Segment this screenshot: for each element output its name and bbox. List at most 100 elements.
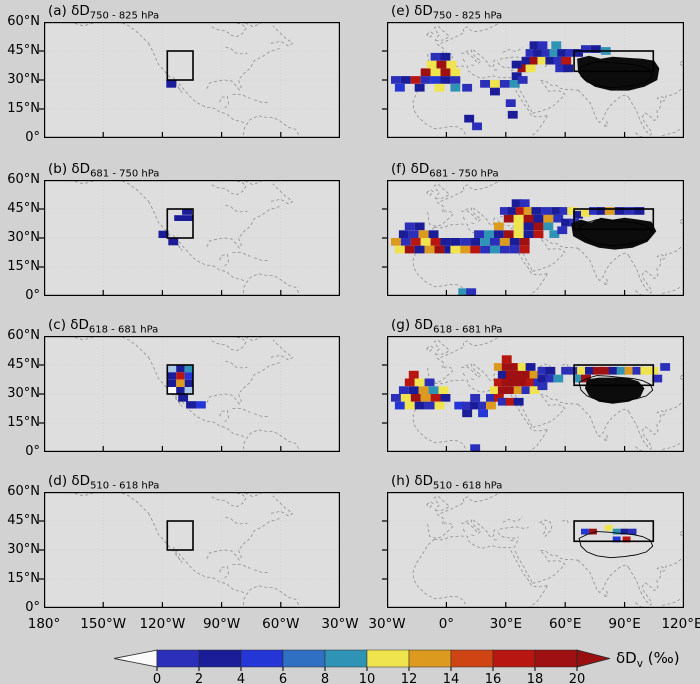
coastline-path: [471, 378, 477, 381]
coastline-path: [628, 254, 662, 294]
map-content: [387, 180, 684, 296]
heatmap-cell: [511, 60, 522, 69]
study-region-box: [166, 208, 194, 239]
coastline-path: [433, 495, 451, 512]
panel-quantity: δD: [414, 473, 434, 489]
map-svg-a: [39, 22, 340, 139]
colorbar-tick-label: 12: [401, 672, 418, 684]
map-svg-b: [39, 180, 340, 297]
panel-layer-range: 618 - 681 hPa: [433, 324, 503, 336]
heatmap-cell: [440, 238, 451, 246]
coastline-path: [436, 22, 501, 55]
coastline-path: [662, 257, 666, 260]
coastline-path: [206, 47, 281, 91]
coastline-path: [532, 80, 566, 114]
heatmap-cell: [533, 230, 544, 238]
coastline-path: [685, 560, 688, 563]
map-svg-d: [39, 492, 340, 609]
coastlines: [412, 492, 688, 608]
map-background: [387, 492, 684, 608]
heatmap-cell: [505, 370, 516, 379]
colorbar-tick-label: 20: [569, 672, 586, 684]
lon-tick-label: 0°: [438, 616, 455, 632]
lon-tick-label: 120°W: [139, 616, 186, 632]
colorbar-segment: [198, 649, 242, 668]
heatmap-cell: [493, 230, 504, 238]
lat-tick-label: 60°N: [7, 14, 40, 29]
coastline-path: [211, 22, 247, 37]
coastline-path: [604, 434, 609, 441]
heatmap-cell: [519, 245, 530, 254]
heatmap-cell: [410, 76, 421, 84]
coastline-path: [232, 252, 251, 257]
lon-tick-label: 120°E: [661, 616, 700, 632]
heatmap-cell: [533, 214, 544, 223]
lat-tick-label: 45°N: [7, 201, 40, 216]
coastline-path: [245, 492, 262, 498]
axis-ticks: [382, 364, 626, 451]
lon-tick-label: 180°: [27, 616, 61, 632]
heatmap-cell: [166, 80, 177, 88]
heatmap-cell: [450, 238, 461, 246]
study-region-box: [573, 364, 655, 387]
heatmap-cell: [581, 209, 591, 217]
heatmap-cell: [513, 214, 524, 223]
panel-layer-range: 510 - 618 hPa: [433, 480, 503, 492]
heatmap-cell: [404, 245, 415, 254]
heatmap-cell: [519, 238, 530, 246]
heatmap-cell: [537, 374, 548, 383]
heatmap-cell: [478, 401, 488, 410]
heatmap-cell: [581, 45, 591, 53]
panel-quantity: δD: [414, 3, 433, 19]
coastline-path: [540, 238, 579, 249]
coastline-path: [211, 492, 247, 507]
heatmap-cell: [174, 215, 184, 221]
lat-tick-label: 0°: [25, 130, 40, 145]
heatmap-cell: [480, 80, 490, 88]
coastline-path: [604, 590, 609, 597]
heatmap-cell: [632, 366, 643, 375]
coastlines: [69, 22, 300, 137]
coastline-path: [628, 96, 662, 136]
panel-layer-range: 750 - 825 hPa: [432, 10, 503, 22]
coastline-path: [662, 442, 681, 450]
panel-layer-range: 618 - 681 hPa: [88, 324, 159, 336]
heatmap-cells: [167, 365, 206, 409]
heatmap-cell: [608, 366, 619, 375]
colorbar-right-arrow: [576, 649, 611, 668]
heatmap-cell: [430, 394, 441, 402]
heatmap-cell: [497, 370, 508, 379]
heatmap-cell: [478, 409, 488, 418]
heatmap-cell: [545, 374, 556, 383]
colorbar-tick-label: 8: [321, 672, 329, 684]
panel-frame: [44, 336, 340, 453]
lat-tick-label: 30°N: [7, 230, 40, 245]
panel-tag: (d): [48, 473, 72, 489]
coastline-path: [462, 372, 466, 377]
heatmap-cell: [519, 199, 530, 207]
map-panel-c: (c) δD618 - 681 hPa: [39, 317, 340, 453]
coastline-path: [211, 336, 247, 351]
heatmap-cell: [545, 56, 556, 65]
coastline-path: [427, 522, 454, 539]
coastline-path: [461, 363, 482, 379]
heatmap-cell: [470, 444, 481, 452]
heatmap-cell: [533, 222, 544, 231]
heatmap-cell: [414, 401, 425, 410]
axis-ticks: [39, 50, 282, 137]
panel-frame: [44, 492, 340, 609]
colorbar-segment: [492, 649, 536, 668]
lat-tick-label: 45°N: [7, 357, 40, 372]
heatmap-cell: [398, 230, 409, 238]
heatmap-cell: [543, 222, 554, 231]
coastlines: [69, 492, 300, 607]
heatmap-cell: [183, 215, 193, 221]
heatmap-cell: [561, 218, 572, 227]
colorbar-tick-label: 2: [195, 672, 203, 684]
colorbar-segment: [450, 649, 494, 668]
heatmap-cell: [509, 80, 520, 88]
panel-tag: (g): [391, 317, 415, 333]
heatmap-cell: [474, 230, 484, 238]
colorbar-label-unit: (‰): [642, 649, 680, 667]
coastline-path: [662, 598, 681, 606]
